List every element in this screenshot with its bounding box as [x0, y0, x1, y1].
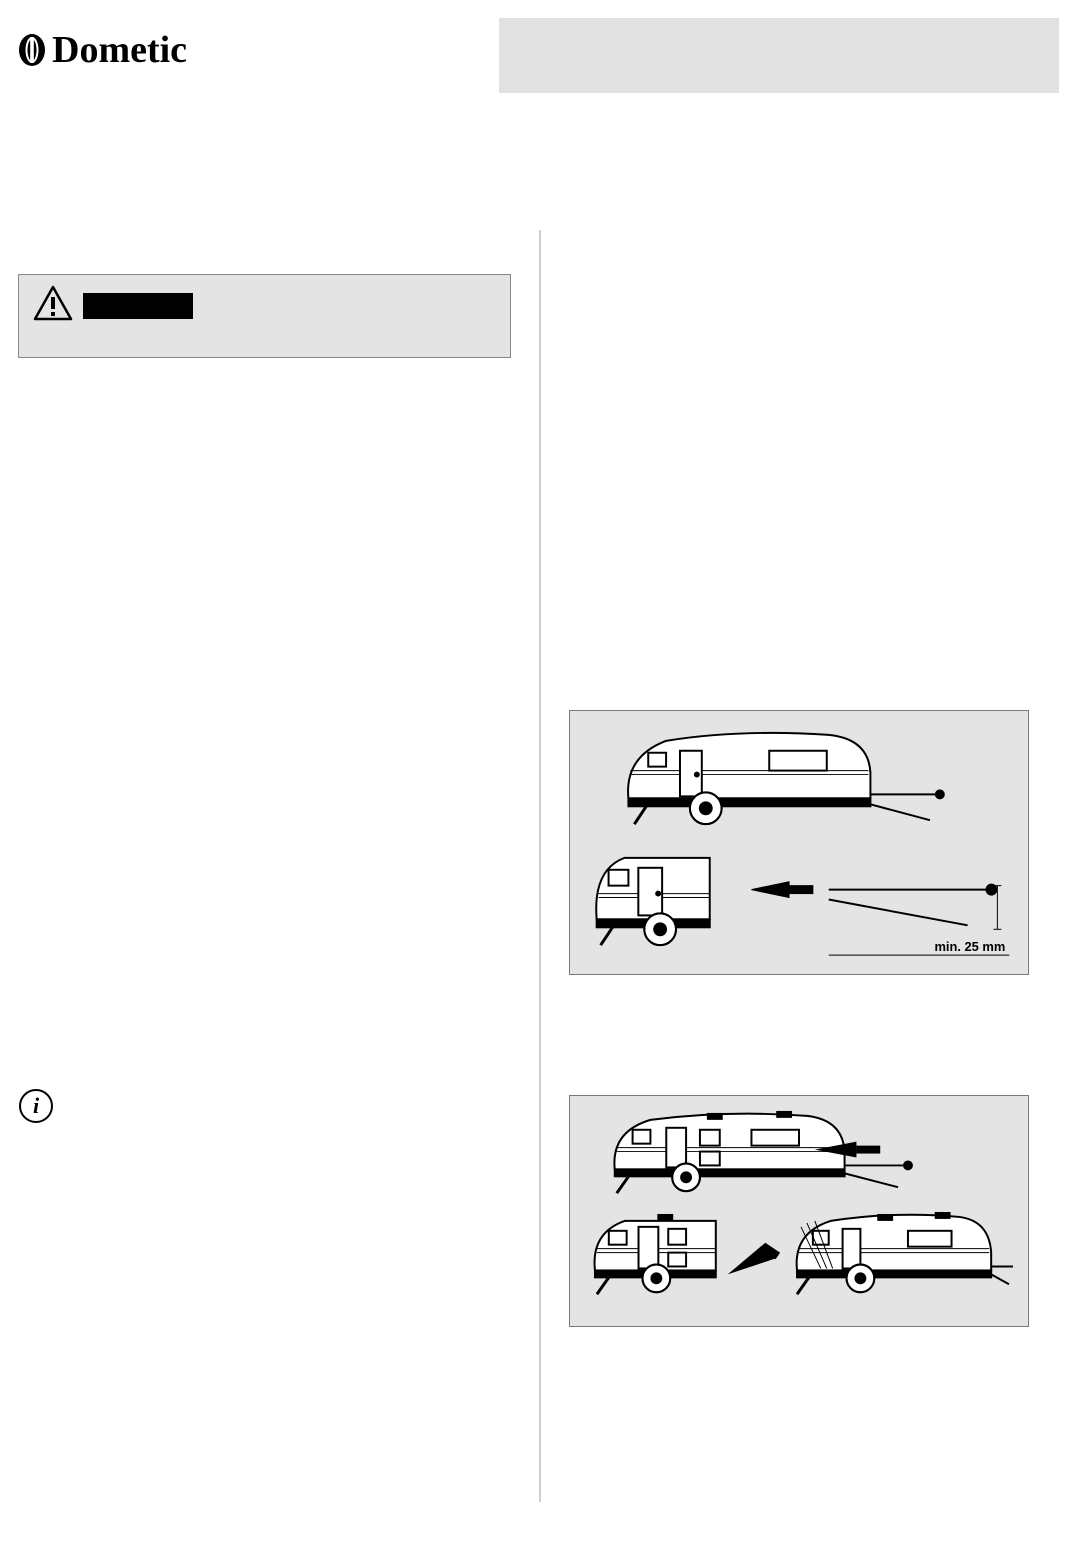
- content-columns: i: [0, 230, 1077, 1502]
- brand-logo: Dometic: [18, 28, 187, 72]
- brand-icon: [18, 33, 46, 67]
- info-note: i: [18, 1088, 511, 1124]
- right-column: min. 25 mm: [539, 230, 1077, 1502]
- warning-header: [33, 285, 496, 326]
- figure-caravan-hitch-clearance: min. 25 mm: [569, 710, 1029, 975]
- info-icon: i: [18, 1088, 54, 1124]
- page: Dometic: [0, 0, 1077, 1542]
- figure-1-label: min. 25 mm: [934, 939, 1005, 954]
- header-placeholder-block: [499, 18, 1059, 93]
- warning-icon: [33, 285, 73, 326]
- warning-box: [18, 274, 511, 358]
- svg-text:i: i: [33, 1093, 40, 1118]
- warning-label-block: [83, 293, 193, 319]
- left-column: i: [0, 230, 539, 1502]
- brand-name: Dometic: [52, 28, 187, 72]
- figure-caravan-orientations: [569, 1095, 1029, 1327]
